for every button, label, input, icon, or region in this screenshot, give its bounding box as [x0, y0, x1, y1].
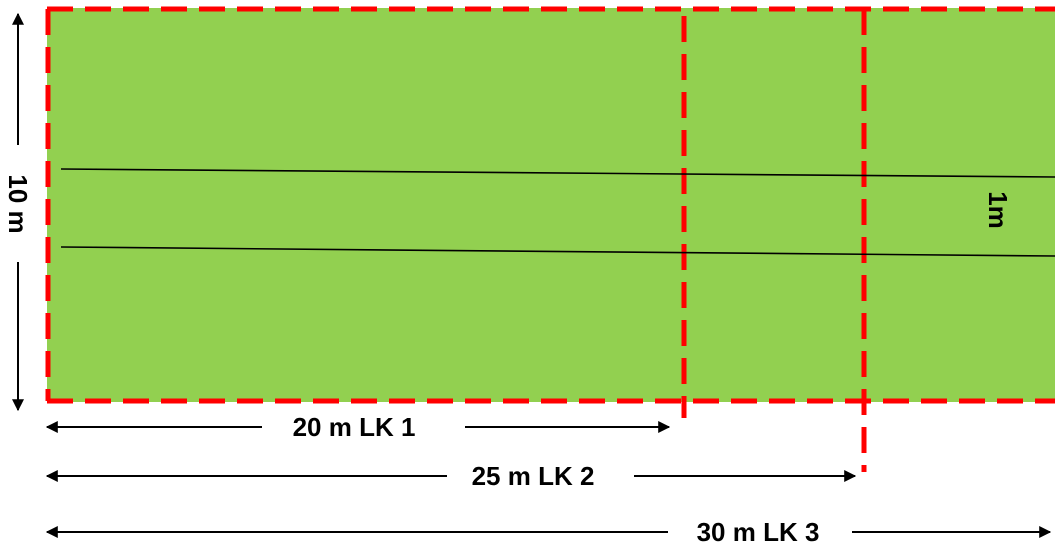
strip-line-upper [60, 168, 1055, 178]
plot-boundaries [45, 6, 1055, 472]
strip-line-lower [60, 246, 1055, 257]
dimension-lk2: 25 m LK 2 [45, 461, 857, 491]
field-area [47, 8, 1055, 402]
dimension-lk1: 20 m LK 1 [45, 412, 671, 442]
strip-width-label: 1m [983, 191, 1013, 229]
dimension-lk3-label: 30 m LK 3 [697, 517, 820, 547]
dimension-lk3: 30 m LK 3 [45, 517, 1052, 547]
dimension-lk1-label: 20 m LK 1 [293, 412, 416, 442]
strip-lines [60, 168, 1055, 257]
height-dimension: 10 m [3, 12, 33, 412]
dimension-lk2-label: 25 m LK 2 [472, 461, 595, 491]
height-label: 10 m [3, 174, 33, 233]
